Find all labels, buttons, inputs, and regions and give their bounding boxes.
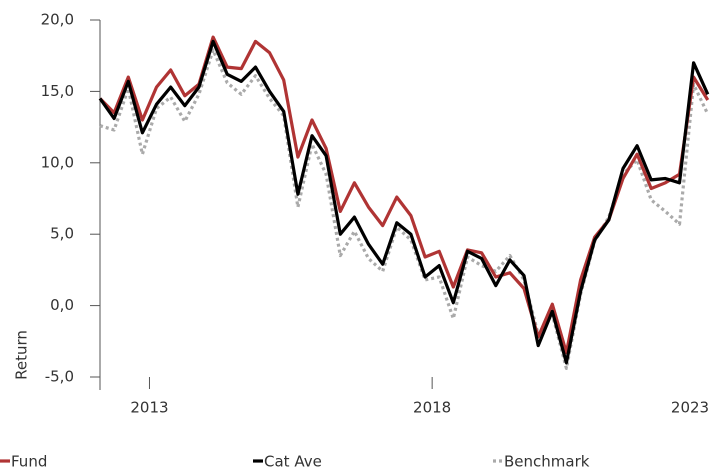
y-tick-label: 5,0 [50, 225, 74, 243]
y-axis-label: Return [13, 330, 31, 380]
x-tick-label: 2018 [413, 399, 451, 417]
legend-label: Benchmark [504, 453, 590, 470]
legend-label: Fund [11, 453, 47, 470]
series-line [98, 39, 710, 365]
y-tick-label: 15,0 [41, 82, 74, 100]
x-tick-label: 2013 [130, 399, 168, 417]
y-tick-label: 0,0 [50, 296, 74, 314]
y-tick-label: 20,0 [41, 11, 74, 29]
y-tick-label: 10,0 [41, 153, 74, 171]
y-tick-label: -5,0 [45, 368, 74, 386]
legend-label: Cat Ave [264, 453, 322, 470]
x-tick-label: 2023 [671, 399, 709, 417]
